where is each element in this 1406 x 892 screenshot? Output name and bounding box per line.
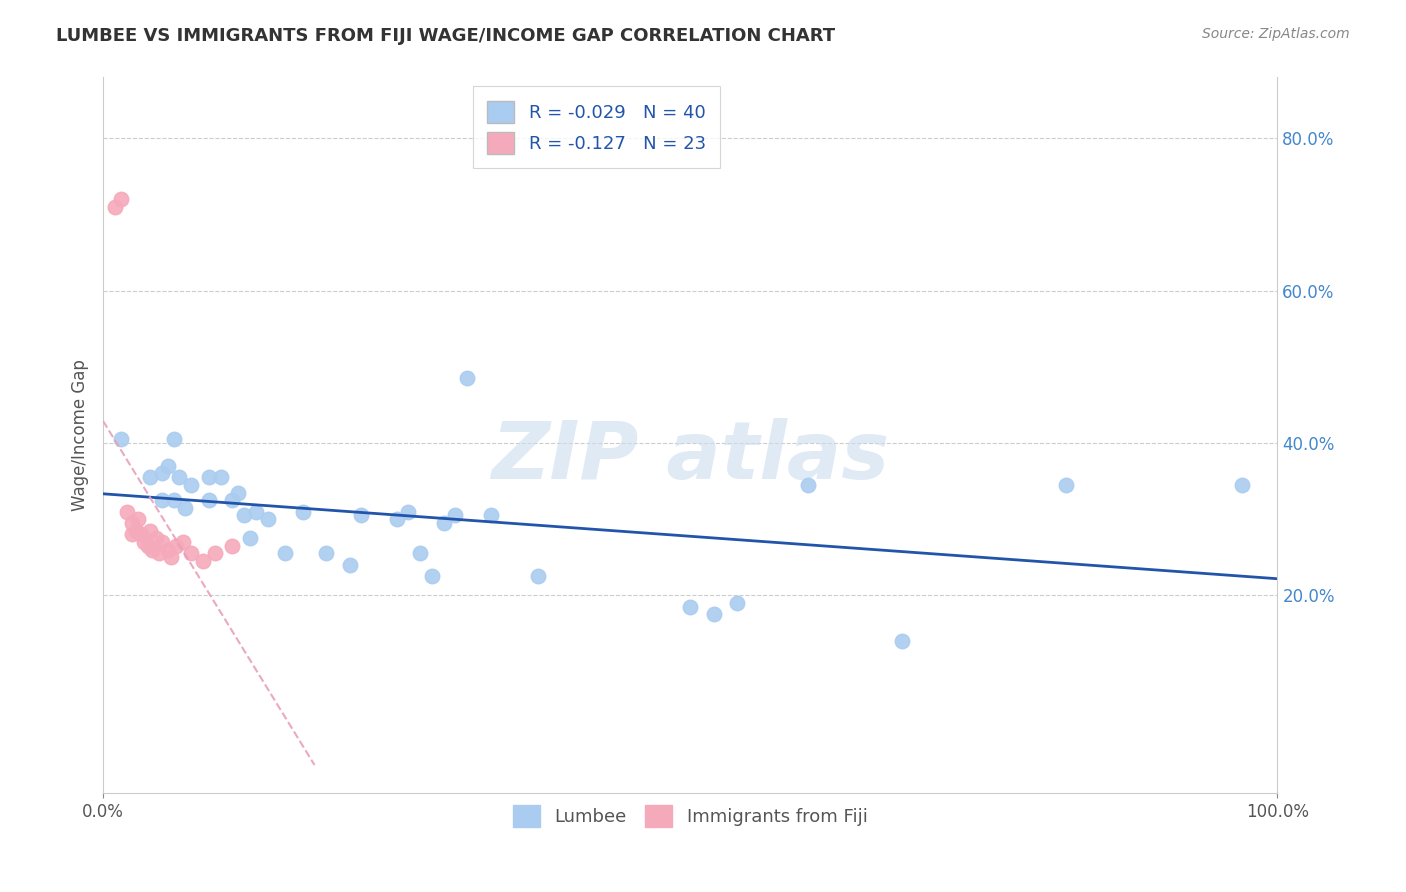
Point <box>409 546 432 560</box>
Point <box>433 516 456 530</box>
Point <box>703 607 725 622</box>
Point <box>174 500 197 515</box>
Point <box>115 504 138 518</box>
Point <box>121 516 143 530</box>
Point <box>162 432 184 446</box>
Point <box>233 508 256 523</box>
Point <box>456 371 478 385</box>
Point <box>239 531 262 545</box>
Point <box>129 527 152 541</box>
Point <box>150 467 173 481</box>
Point <box>191 554 214 568</box>
Point <box>204 546 226 560</box>
Point <box>526 569 548 583</box>
Point <box>150 493 173 508</box>
Point <box>125 524 148 538</box>
Point <box>134 535 156 549</box>
Point <box>291 504 314 518</box>
Point <box>172 535 194 549</box>
Point <box>385 512 408 526</box>
Point <box>180 546 202 560</box>
Point <box>1230 478 1253 492</box>
Point <box>121 527 143 541</box>
Point <box>221 539 243 553</box>
Point <box>150 535 173 549</box>
Text: ZIP atlas: ZIP atlas <box>491 417 890 496</box>
Point <box>226 485 249 500</box>
Point <box>127 512 149 526</box>
Point <box>165 539 187 553</box>
Text: Source: ZipAtlas.com: Source: ZipAtlas.com <box>1202 27 1350 41</box>
Point <box>162 493 184 508</box>
Point <box>180 478 202 492</box>
Point <box>160 550 183 565</box>
Point <box>1054 478 1077 492</box>
Point <box>679 599 702 614</box>
Point <box>110 432 132 446</box>
Point <box>198 493 221 508</box>
Text: LUMBEE VS IMMIGRANTS FROM FIJI WAGE/INCOME GAP CORRELATION CHART: LUMBEE VS IMMIGRANTS FROM FIJI WAGE/INCO… <box>56 27 835 45</box>
Point <box>796 478 818 492</box>
Point <box>136 539 159 553</box>
Point <box>396 504 419 518</box>
Point <box>156 542 179 557</box>
Point <box>169 470 191 484</box>
Point <box>145 531 167 545</box>
Point <box>420 569 443 583</box>
Point <box>209 470 232 484</box>
Point <box>221 493 243 508</box>
Point <box>141 542 163 557</box>
Y-axis label: Wage/Income Gap: Wage/Income Gap <box>72 359 89 511</box>
Point <box>274 546 297 560</box>
Point <box>444 508 467 523</box>
Point <box>256 512 278 526</box>
Point <box>156 458 179 473</box>
Point <box>890 634 912 648</box>
Point <box>148 546 170 560</box>
Point <box>315 546 337 560</box>
Point <box>198 470 221 484</box>
Point <box>479 508 502 523</box>
Point <box>245 504 267 518</box>
Point <box>350 508 373 523</box>
Point <box>110 192 132 206</box>
Point <box>725 596 748 610</box>
Point <box>104 200 127 214</box>
Point <box>339 558 361 572</box>
Point <box>139 470 162 484</box>
Point <box>139 524 162 538</box>
Legend: Lumbee, Immigrants from Fiji: Lumbee, Immigrants from Fiji <box>506 798 875 834</box>
